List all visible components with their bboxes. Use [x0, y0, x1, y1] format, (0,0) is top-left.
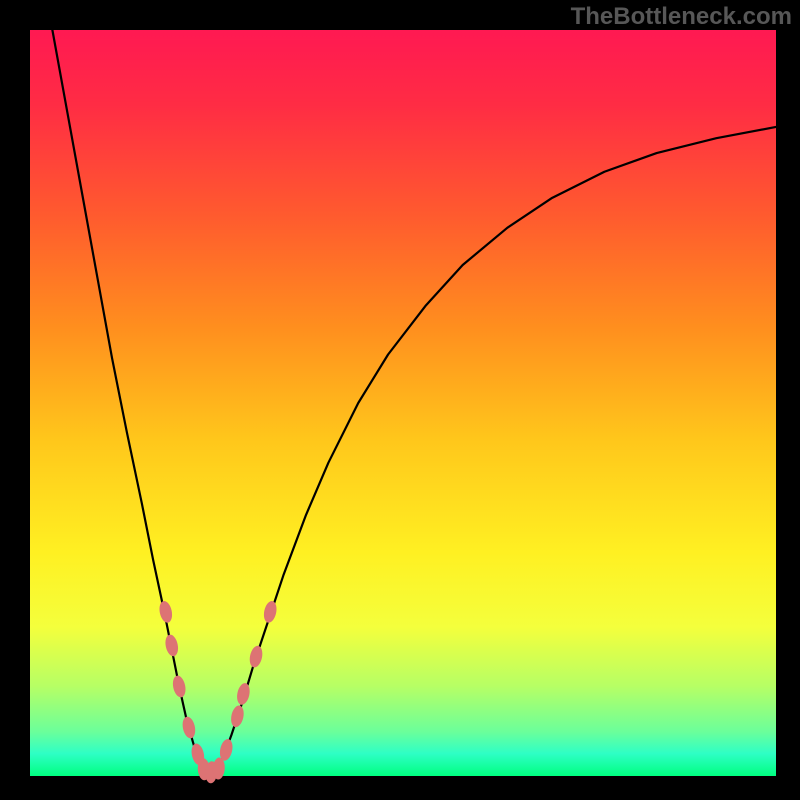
curve-layer — [0, 0, 800, 800]
curve-marker — [262, 600, 278, 624]
curve-marker — [229, 704, 245, 728]
curve-marker — [248, 645, 264, 669]
watermark-text: TheBottleneck.com — [571, 3, 792, 31]
bottleneck-curve — [52, 30, 776, 774]
curve-marker — [171, 674, 187, 698]
curve-marker — [235, 682, 251, 706]
curve-markers — [158, 600, 279, 784]
chart-container: TheBottleneck.com — [0, 0, 800, 800]
curve-marker — [158, 600, 174, 624]
curve-marker — [181, 716, 197, 740]
curve-marker — [164, 633, 180, 657]
